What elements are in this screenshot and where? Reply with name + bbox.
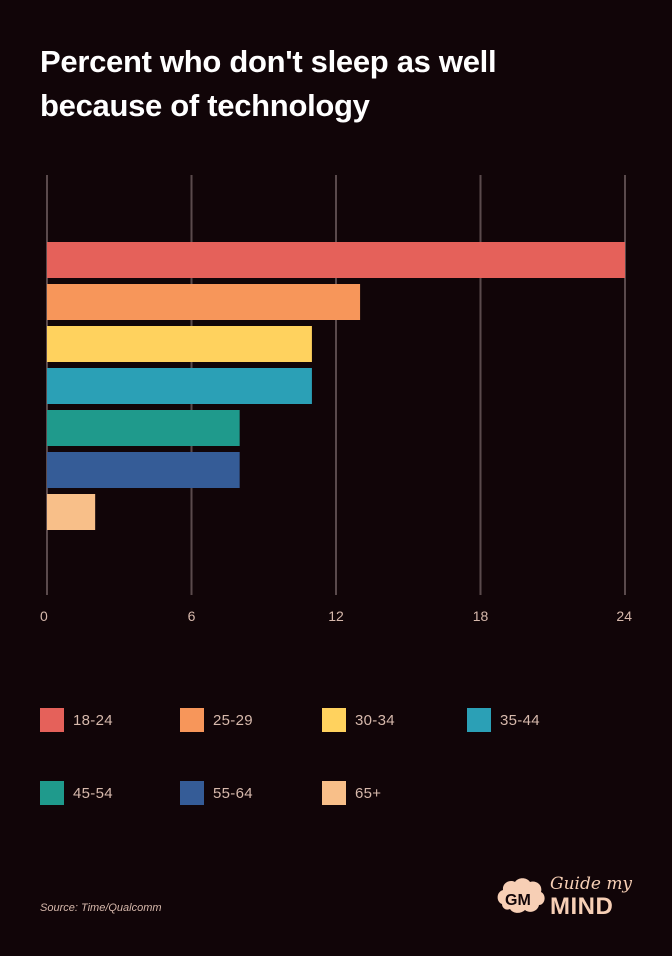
svg-text:GM: GM <box>505 892 531 909</box>
bar-45-54 <box>47 410 240 446</box>
legend-label: 25-29 <box>213 711 253 729</box>
brand-logo: GM Guide my MIND <box>494 874 636 920</box>
legend-swatch <box>180 781 204 805</box>
legend-item-18-24: 18-24 <box>40 707 113 733</box>
x-tick-label: 24 <box>616 608 632 624</box>
legend-label: 18-24 <box>73 711 113 729</box>
bar-18-24 <box>47 242 625 278</box>
legend-label: 65+ <box>355 784 382 802</box>
title-line-1: Percent who don't sleep as well <box>40 44 497 79</box>
brain-logo-icon: GM <box>497 878 545 913</box>
legend-label: 35-44 <box>500 711 540 729</box>
legend-item-35-44: 35-44 <box>467 707 540 733</box>
x-tick-label: 6 <box>188 608 196 624</box>
x-tick-label: 12 <box>328 608 344 624</box>
legend-swatch <box>322 781 346 805</box>
legend-item-30-34: 30-34 <box>322 707 395 733</box>
legend-swatch <box>180 708 204 732</box>
legend-swatch <box>467 708 491 732</box>
bar-55-64 <box>47 452 240 488</box>
x-tick-label: 0 <box>40 608 48 624</box>
source-note: Source: Time/Qualcomm <box>40 902 162 914</box>
bar-30-34 <box>47 326 312 362</box>
legend-label: 55-64 <box>213 784 253 802</box>
legend-item-55-64: 55-64 <box>180 780 253 806</box>
legend-swatch <box>40 708 64 732</box>
legend-label: 30-34 <box>355 711 395 729</box>
legend-item-65+: 65+ <box>322 780 381 806</box>
legend-swatch <box>40 781 64 805</box>
bar-65+ <box>47 494 96 530</box>
chart-title: Percent who don't sleep as well because … <box>40 40 640 128</box>
legend-label: 45-54 <box>73 784 113 802</box>
legend-item-45-54: 45-54 <box>40 780 113 806</box>
bar-chart: 0 6 12 18 24 <box>40 175 632 624</box>
title-line-2: because of technology <box>40 88 370 123</box>
brand-script: Guide my <box>550 874 633 894</box>
legend-swatch <box>322 708 346 732</box>
bar-35-44 <box>47 368 312 404</box>
legend-item-25-29: 25-29 <box>180 707 253 733</box>
x-tick-label: 18 <box>473 608 489 624</box>
bar-25-29 <box>47 284 361 320</box>
brand-word: MIND <box>550 893 614 920</box>
